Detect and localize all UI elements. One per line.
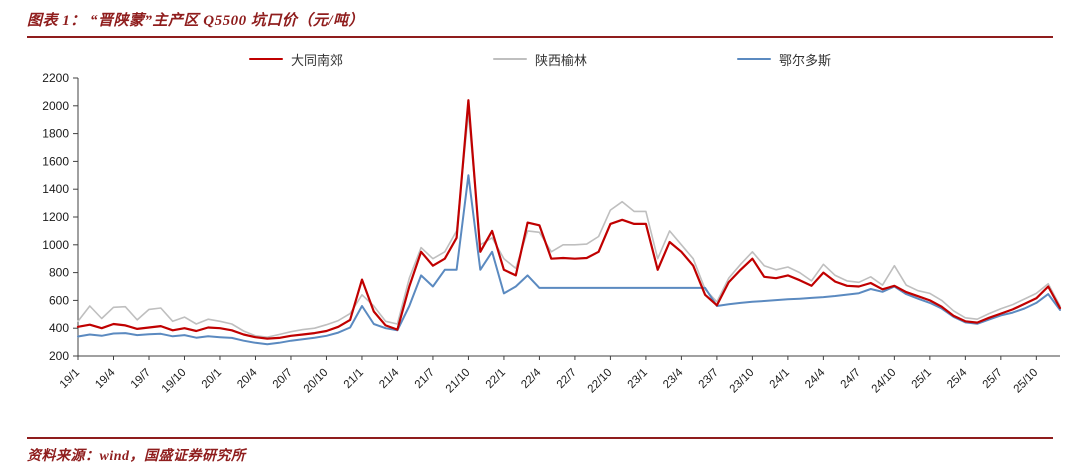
svg-text:1200: 1200	[42, 210, 69, 224]
svg-text:23/10: 23/10	[728, 367, 757, 396]
svg-text:25/1: 25/1	[910, 367, 934, 391]
title-divider-rule	[27, 36, 1053, 38]
svg-text:24/7: 24/7	[839, 367, 863, 391]
line-chart: 200 400 600 800 1000 1200 1400 1600 1800 2000 2200…	[0, 70, 1080, 411]
svg-text:19/10: 19/10	[160, 367, 189, 396]
svg-text:22/10: 22/10	[586, 367, 615, 396]
svg-text:23/4: 23/4	[661, 366, 686, 391]
legend-marker-blue-line	[737, 58, 771, 60]
svg-text:24/1: 24/1	[768, 367, 792, 391]
legend-marker-gray-line	[492, 58, 527, 60]
svg-text:23/7: 23/7	[697, 367, 721, 391]
svg-text:21/10: 21/10	[444, 367, 473, 396]
legend-label: 陕西榆林	[534, 52, 587, 68]
svg-text:19/7: 19/7	[129, 367, 153, 391]
svg-text:2000: 2000	[42, 99, 69, 113]
svg-text:20/10: 20/10	[302, 367, 331, 396]
figure-title: 图表 1： “晋陕蒙”主产区 Q5500 坑口价（元/吨）	[27, 13, 365, 29]
svg-text:2200: 2200	[42, 71, 69, 85]
svg-text:24/4: 24/4	[803, 366, 828, 391]
svg-text:21/7: 21/7	[413, 367, 437, 391]
svg-text:21/1: 21/1	[342, 367, 366, 391]
svg-text:400: 400	[49, 321, 69, 335]
svg-text:1400: 1400	[42, 182, 69, 196]
svg-text:25/4: 25/4	[945, 366, 970, 391]
legend-item-ordos: 鄂尔多斯	[737, 50, 831, 69]
footer-divider-rule	[27, 437, 1053, 439]
svg-text:1600: 1600	[42, 154, 69, 168]
svg-text:1000: 1000	[42, 238, 69, 252]
source-note: 资料来源：wind，国盛证券研究所	[27, 449, 246, 464]
svg-text:22/7: 22/7	[555, 367, 579, 391]
svg-text:24/10: 24/10	[870, 367, 899, 396]
svg-text:800: 800	[49, 266, 69, 280]
svg-text:20/7: 20/7	[271, 367, 295, 391]
svg-text:22/1: 22/1	[484, 367, 508, 391]
svg-text:25/10: 25/10	[1012, 367, 1041, 396]
legend-item-yulin: 陕西榆林	[492, 50, 587, 69]
svg-text:23/1: 23/1	[626, 367, 650, 391]
chart-canvas: 200 400 600 800 1000 1200 1400 1600 1800 2000 2200…	[42, 71, 1062, 396]
chart-legend: 大同南郊 陕西榆林 鄂尔多斯	[0, 50, 1080, 68]
svg-text:25/7: 25/7	[981, 367, 1005, 391]
svg-text:600: 600	[49, 293, 69, 307]
svg-text:19/4: 19/4	[93, 366, 118, 391]
legend-label: 鄂尔多斯	[779, 52, 832, 68]
svg-text:20/4: 20/4	[235, 366, 260, 391]
svg-text:21/4: 21/4	[377, 366, 402, 391]
legend-item-datong: 大同南郊	[248, 50, 343, 69]
legend-label: 大同南郊	[290, 52, 343, 68]
svg-text:22/4: 22/4	[519, 366, 544, 391]
svg-text:1800: 1800	[42, 127, 69, 141]
svg-text:200: 200	[49, 349, 69, 363]
svg-text:20/1: 20/1	[200, 367, 224, 391]
svg-text:19/1: 19/1	[58, 367, 82, 391]
legend-marker-red-line	[248, 58, 283, 60]
